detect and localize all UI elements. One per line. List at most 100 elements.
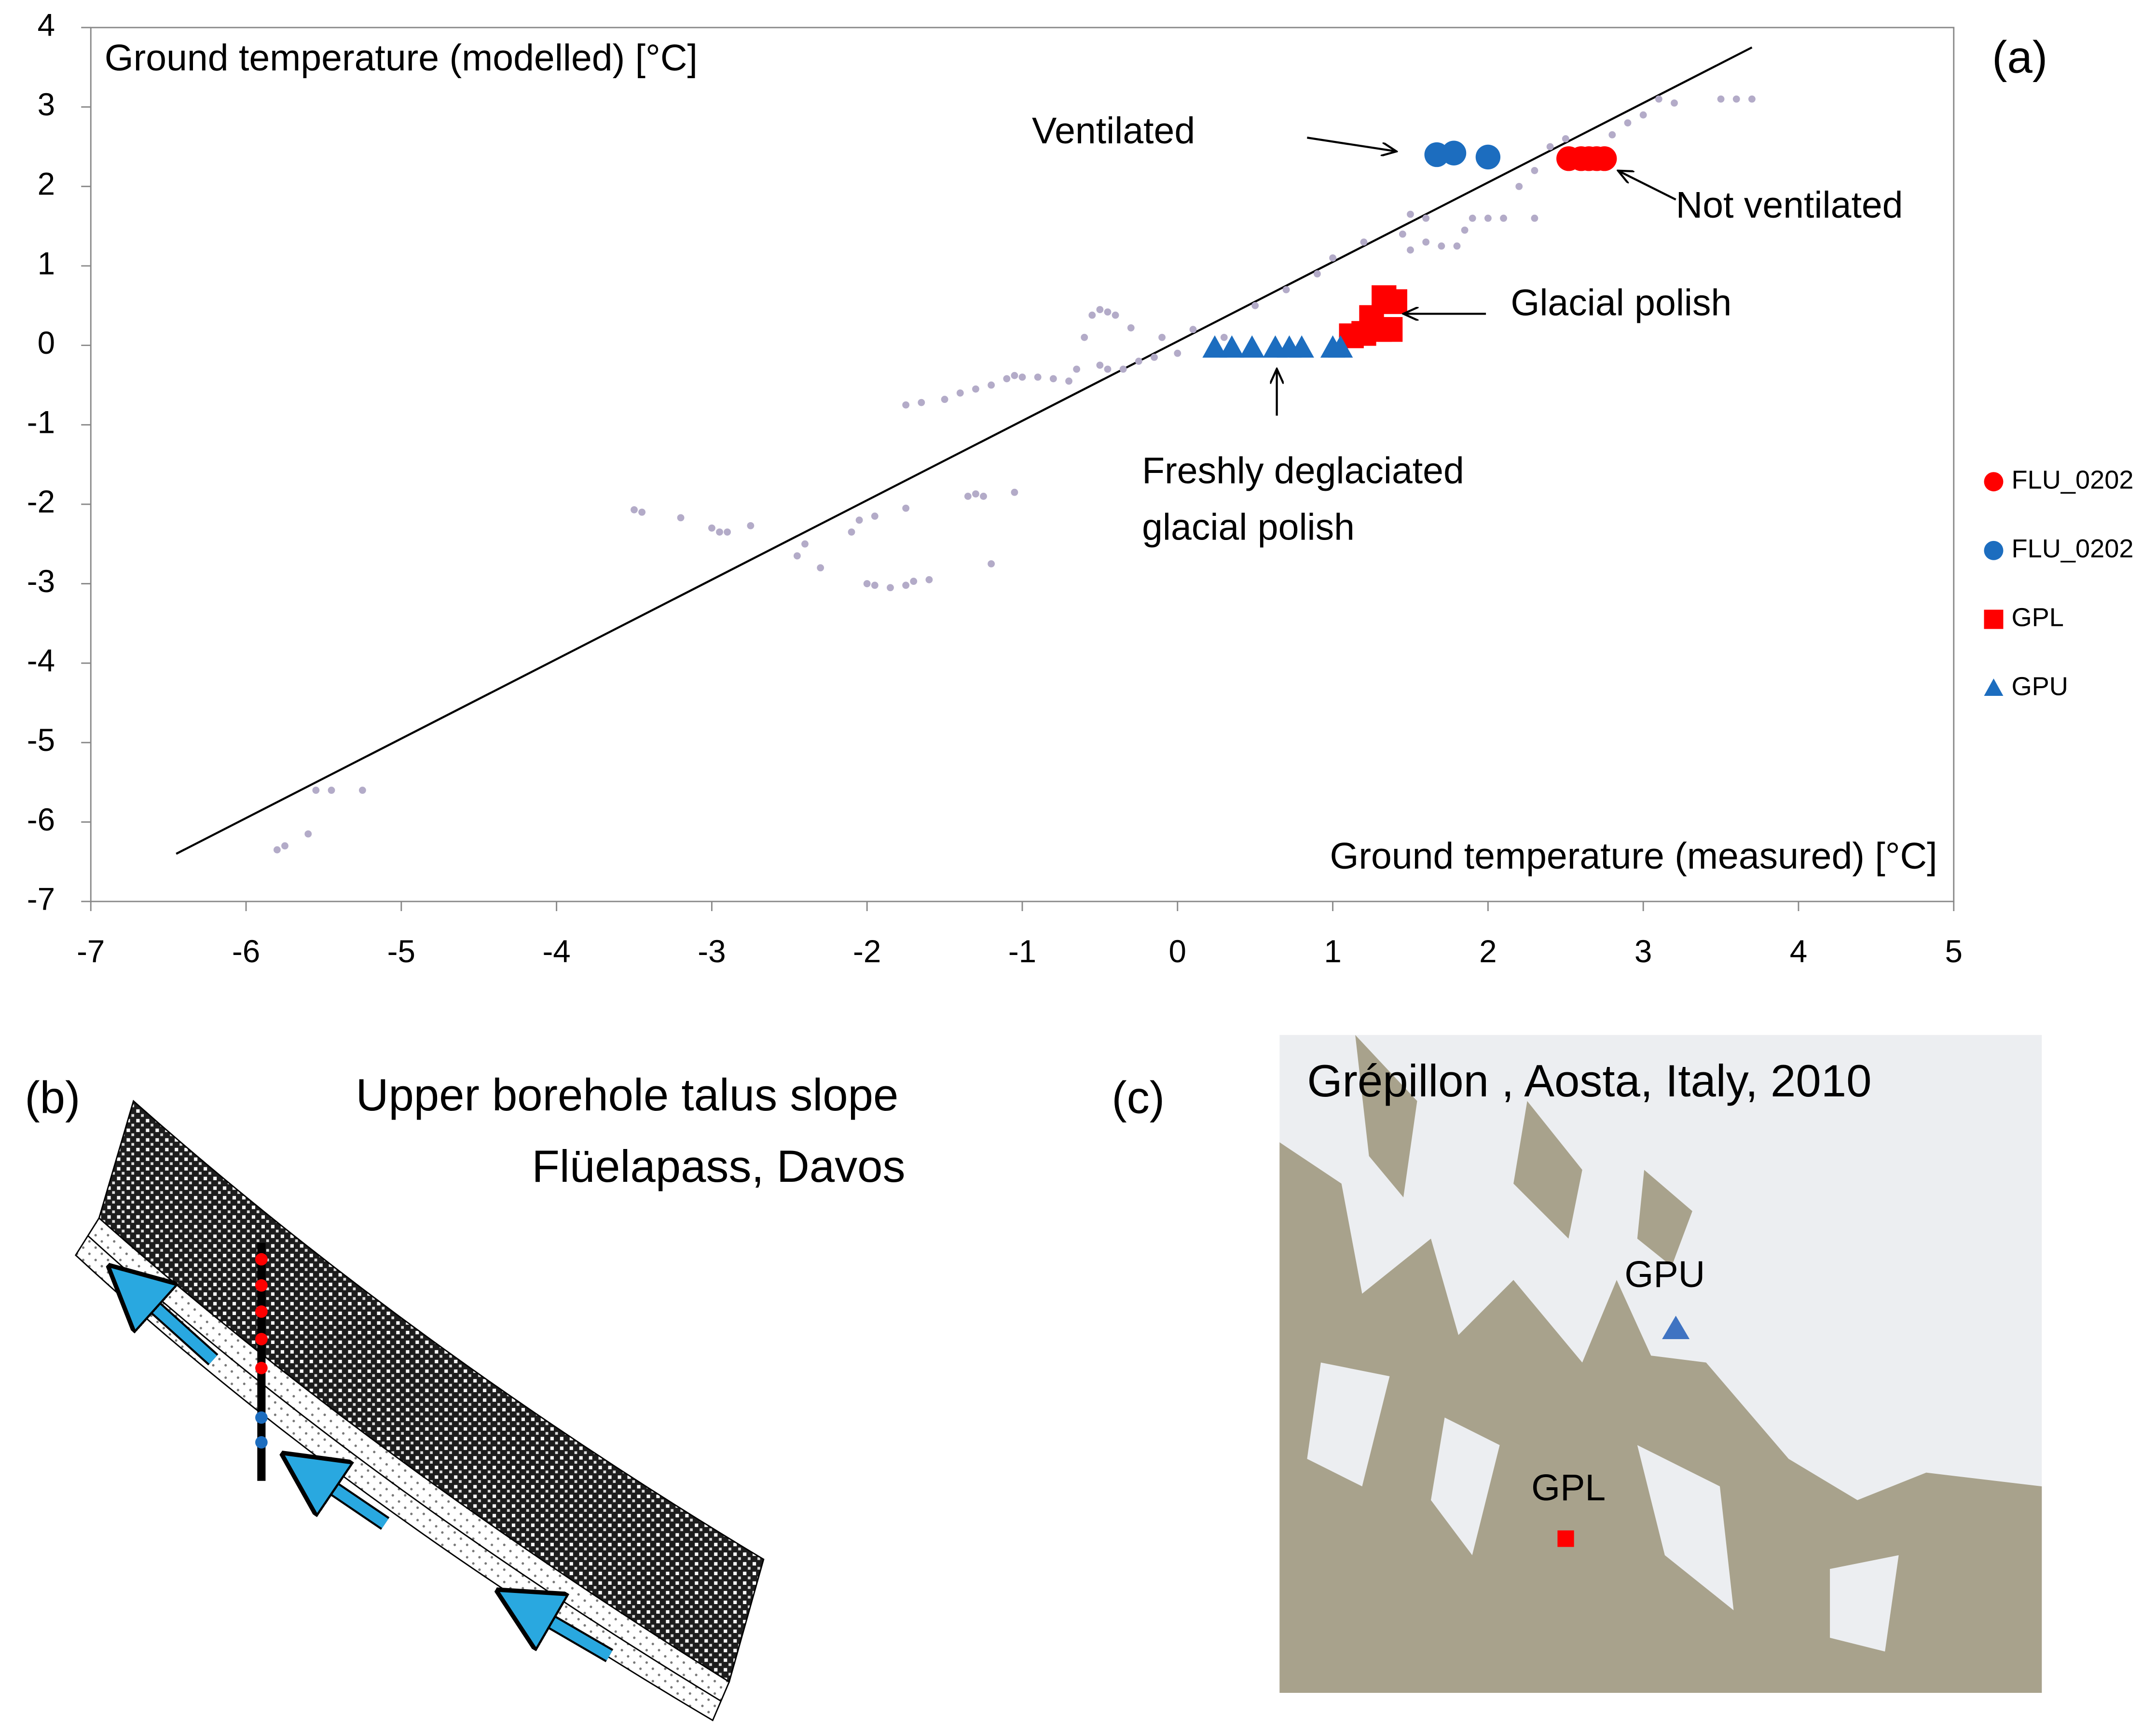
circle-marker bbox=[677, 514, 685, 522]
circle-marker bbox=[1475, 144, 1501, 170]
circle-marker bbox=[1127, 324, 1135, 332]
sensors bbox=[255, 1253, 268, 1449]
circle-marker bbox=[312, 787, 320, 794]
circle-marker bbox=[1135, 358, 1142, 365]
y-tick-label: -5 bbox=[27, 722, 55, 758]
site-marker bbox=[1557, 1530, 1574, 1547]
circle-marker bbox=[1189, 326, 1197, 333]
x-tick-label: -1 bbox=[1008, 934, 1036, 969]
circle-marker bbox=[1104, 365, 1112, 373]
triangle-marker bbox=[1328, 335, 1353, 358]
circle-marker bbox=[1251, 302, 1259, 309]
circle-marker bbox=[1422, 214, 1430, 222]
y-tick-label: -7 bbox=[27, 881, 55, 916]
annotation-arrows bbox=[1277, 137, 1676, 416]
y-tick-label: 3 bbox=[38, 87, 55, 122]
circle-marker bbox=[902, 504, 910, 512]
circle-marker bbox=[1018, 374, 1026, 381]
circle-marker bbox=[1984, 540, 2004, 560]
annotation: Not ventilated bbox=[1676, 184, 1903, 226]
triangle-marker bbox=[1202, 335, 1227, 358]
circle-marker bbox=[793, 552, 801, 560]
circle-marker bbox=[1096, 361, 1104, 369]
circle-marker bbox=[1081, 333, 1088, 341]
circle-marker bbox=[1624, 119, 1632, 127]
circle-marker bbox=[1717, 95, 1725, 103]
circle-marker bbox=[988, 381, 995, 389]
circle-marker bbox=[1174, 349, 1181, 357]
circle-marker bbox=[1732, 95, 1740, 103]
panel-c: (c) Grépillon , Aosta, Italy, 2010 GPU G… bbox=[1112, 1035, 2042, 1693]
circle-marker bbox=[972, 385, 979, 393]
circle-marker bbox=[631, 506, 638, 513]
circle-marker bbox=[1515, 182, 1523, 190]
circle-marker bbox=[1438, 242, 1445, 250]
triangle-marker bbox=[1984, 678, 2004, 696]
y-axis-label: Ground temperature (modelled) [°C] bbox=[105, 37, 698, 79]
circle-marker bbox=[980, 493, 987, 500]
sensor bbox=[255, 1333, 268, 1345]
circle-marker bbox=[902, 401, 910, 409]
circle-marker bbox=[1049, 375, 1057, 383]
circle-marker bbox=[941, 396, 948, 403]
circle-marker bbox=[273, 846, 281, 854]
plot-frame bbox=[90, 27, 1955, 902]
site-label: GPL bbox=[1531, 1467, 1606, 1509]
circle-marker bbox=[1639, 111, 1647, 119]
site-marker bbox=[1662, 1315, 1690, 1339]
y-tick-label: -6 bbox=[27, 802, 55, 837]
annotation: glacial polish bbox=[1142, 506, 1355, 548]
circle-marker bbox=[1065, 377, 1072, 385]
circle-marker bbox=[871, 581, 879, 589]
circle-marker bbox=[956, 389, 964, 397]
circle-marker bbox=[1104, 308, 1112, 316]
circle-marker bbox=[1562, 135, 1569, 142]
x-tick-label: 3 bbox=[1634, 934, 1652, 969]
x-tick-label: -5 bbox=[387, 934, 415, 969]
y-tick-label: -4 bbox=[27, 643, 55, 678]
panel-label: (c) bbox=[1112, 1072, 1165, 1122]
circle-marker bbox=[863, 580, 871, 587]
circle-marker bbox=[1461, 226, 1469, 234]
circle-marker bbox=[724, 528, 731, 536]
circle-marker bbox=[1003, 375, 1011, 383]
sensor bbox=[255, 1305, 268, 1318]
x-tick-label: -3 bbox=[698, 934, 726, 969]
flow-arrow bbox=[524, 1606, 613, 1661]
x-tick-label: -6 bbox=[232, 934, 260, 969]
snow-patches bbox=[1307, 1362, 1899, 1652]
circle-marker bbox=[988, 560, 995, 567]
circle-marker bbox=[964, 493, 972, 500]
sensor bbox=[255, 1411, 268, 1424]
circle-marker bbox=[871, 512, 879, 520]
square-marker bbox=[1377, 317, 1403, 342]
photo-title: Grépillon , Aosta, Italy, 2010 bbox=[1307, 1055, 1871, 1106]
x-axis-label: Ground temperature (measured) [°C] bbox=[1330, 835, 1937, 877]
circle-marker bbox=[918, 399, 925, 406]
x-tick-label: -7 bbox=[77, 934, 105, 969]
circle-marker bbox=[1112, 311, 1119, 319]
circle-marker bbox=[708, 524, 715, 532]
flow-arrow bbox=[132, 1287, 217, 1364]
panel-title: Flüelapass, Davos bbox=[532, 1141, 905, 1191]
circle-marker bbox=[1011, 372, 1018, 379]
legend-label: FLU_0202 bbox=[2012, 466, 2134, 495]
legend-label: GPU bbox=[2012, 672, 2068, 701]
circle-marker bbox=[1984, 472, 2004, 492]
circle-marker bbox=[716, 528, 723, 536]
circle-marker bbox=[1655, 95, 1662, 103]
circle-marker bbox=[1158, 333, 1166, 341]
circle-marker bbox=[1671, 99, 1678, 107]
panel-title: Upper borehole talus slope bbox=[356, 1069, 899, 1120]
circle-marker bbox=[1329, 254, 1337, 262]
circle-marker bbox=[1592, 146, 1617, 171]
circle-marker bbox=[1360, 238, 1368, 246]
site-label: GPU bbox=[1624, 1254, 1705, 1295]
circle-marker bbox=[1500, 214, 1507, 222]
triangle-marker bbox=[1289, 335, 1314, 358]
circle-marker bbox=[848, 528, 855, 536]
circle-marker bbox=[902, 581, 910, 589]
y-tick-label: 2 bbox=[38, 166, 55, 202]
annotation: Glacial polish bbox=[1511, 282, 1731, 324]
